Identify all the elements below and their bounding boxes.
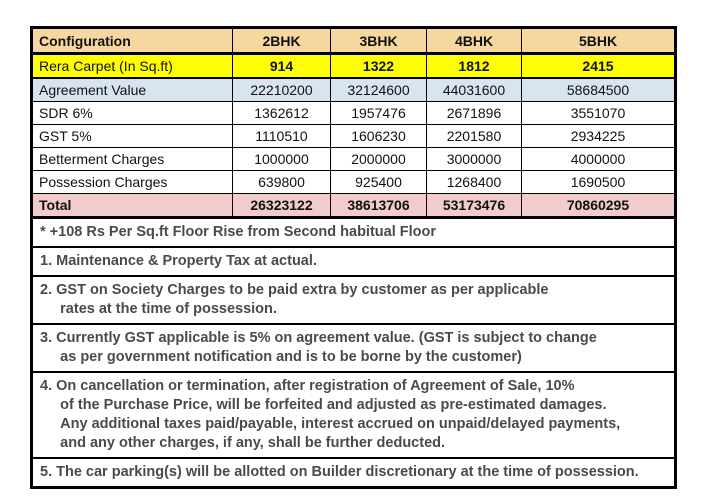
cell-value: 38613706 [331,194,427,216]
cell-value: 70860295 [566,197,630,213]
note-floor-rise: * +108 Rs Per Sq.ft Floor Rise from Seco… [33,219,674,248]
cell-value: 22210200 [233,79,331,101]
price-sheet-table: Configuration 2BHK 3BHK 4BHK 5BHK Rera C… [30,26,677,489]
cell-value: 1110510 [233,125,331,147]
row-label: Agreement Value [33,79,233,101]
row-label: Betterment Charges [33,148,233,170]
table-row-rera-carpet: Rera Carpet (In Sq.ft) 914 1322 1812 241… [33,55,674,79]
cell-value: 3000000 [427,148,522,170]
cell-value: 1000000 [233,148,331,170]
table-row-possession-charges: Possession Charges 639800 925400 1268400… [33,171,674,194]
table-row-agreement-value: Agreement Value 22210200 32124600 440316… [33,79,674,102]
cell-value: 639800 [233,171,331,193]
cell-value: 3551070 [570,105,626,121]
cell-value: 914 [233,55,331,77]
table-header-row: Configuration 2BHK 3BHK 4BHK 5BHK [33,29,674,55]
cell-value: 2934225 [570,128,626,144]
cell-value: 1690500 [570,174,626,190]
column-header-2bhk: 2BHK [233,29,331,52]
table-row-total: Total 26323122 38613706 53173476 7086029… [33,194,674,219]
cell-value: 44031600 [427,79,522,101]
cell-value: 1268400 [427,171,522,193]
note-gst-applicable: 3. Currently GST applicable is 5% on agr… [33,325,674,373]
cell-value: 58684500 [566,82,630,98]
cell-value: 53173476 [427,194,522,216]
note-cancellation-terms: 4. On cancellation or termination, after… [33,373,674,459]
column-header-3bhk: 3BHK [331,29,427,52]
cell-value: 2000000 [331,148,427,170]
cell-value: 1812 [427,55,522,77]
cell-value: 925400 [331,171,427,193]
row-label: GST 5% [33,125,233,147]
cell-value: 2671896 [427,102,522,124]
column-header-5bhk: 5BHK [578,32,618,49]
cell-value: 1957476 [331,102,427,124]
row-label: Total [33,194,233,216]
table-row-sdr: SDR 6% 1362612 1957476 2671896 3551070 [33,102,674,125]
row-label: Possession Charges [33,171,233,193]
row-label: Rera Carpet (In Sq.ft) [33,55,233,77]
cell-value: 1606230 [331,125,427,147]
row-label: SDR 6% [33,102,233,124]
cell-value: 4000000 [570,151,626,167]
note-gst-society-charges: 2. GST on Society Charges to be paid ext… [33,277,674,325]
cell-value: 2415 [582,58,614,74]
notes-section: * +108 Rs Per Sq.ft Floor Rise from Seco… [33,219,674,486]
cell-value: 26323122 [233,194,331,216]
note-car-parking: 5. The car parking(s) will be allotted o… [40,464,639,480]
cell-value: 1322 [331,55,427,77]
note-maintenance-tax: 1. Maintenance & Property Tax at actual. [33,248,674,277]
table-row-gst: GST 5% 1110510 1606230 2201580 2934225 [33,125,674,148]
cell-value: 32124600 [331,79,427,101]
cell-value: 1362612 [233,102,331,124]
column-header-configuration: Configuration [33,29,233,52]
cell-value: 2201580 [427,125,522,147]
table-row-betterment-charges: Betterment Charges 1000000 2000000 30000… [33,148,674,171]
column-header-4bhk: 4BHK [427,29,522,52]
